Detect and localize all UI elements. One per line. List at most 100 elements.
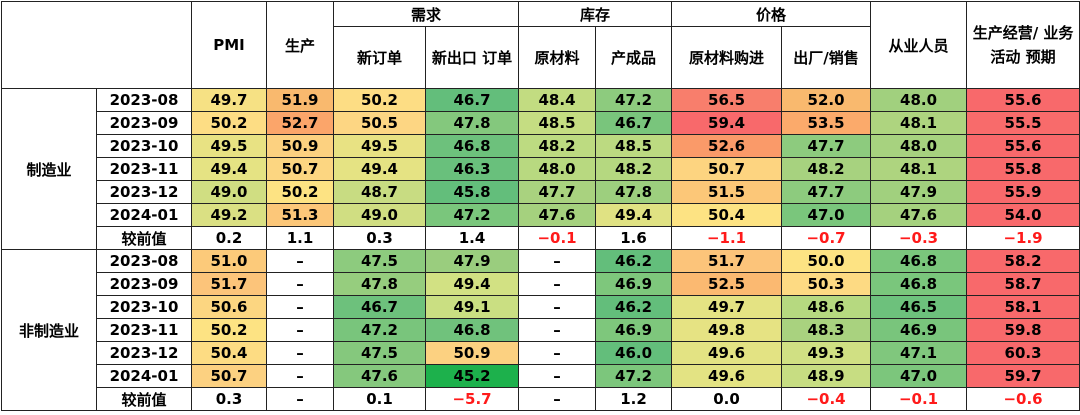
value-cell: 49.5 (191, 134, 267, 158)
value-cell: 50.2 (191, 318, 267, 342)
value-cell: 47.6 (518, 203, 597, 227)
value-cell: 50.0 (781, 249, 872, 273)
value-cell: 47.2 (595, 364, 673, 388)
row-date: 2023-12 (96, 341, 192, 365)
value-cell: 47.2 (333, 318, 426, 342)
value-cell: 47.7 (781, 134, 872, 158)
value-cell: 51.9 (266, 88, 334, 112)
value-cell: 59.7 (966, 364, 1080, 388)
value-cell: 58.7 (966, 272, 1080, 296)
value-cell: 46.7 (333, 295, 426, 319)
value-cell: 48.2 (781, 157, 872, 181)
value-cell: 46.8 (424, 134, 520, 158)
value-cell: 47.8 (333, 272, 426, 296)
value-cell: – (266, 249, 334, 273)
value-cell: 58.2 (966, 249, 1080, 273)
table-row: 2024-01 50.7–47.6 45.2–47.2 49.6 48.9 47.0 59.… (2, 364, 1080, 388)
value-cell: 47.9 (870, 180, 968, 204)
value-cell: 50.2 (266, 180, 334, 204)
change-cell: 1.2 (595, 387, 673, 411)
value-cell: – (518, 249, 597, 273)
value-cell: 47.6 (870, 203, 968, 227)
header-expectation: 生产经营/ 业务活动 预期 (966, 1, 1080, 89)
value-cell: – (266, 341, 334, 365)
value-cell: 51.3 (266, 203, 334, 227)
row-date: 2023-09 (96, 272, 192, 296)
row-date: 2023-12 (96, 180, 192, 204)
change-cell: 0.1 (333, 387, 426, 411)
value-cell: 49.0 (333, 203, 426, 227)
value-cell: 45.2 (424, 364, 520, 388)
value-cell: 48.3 (781, 318, 872, 342)
section-label: 非制造业 (1, 249, 97, 411)
table-row: 2023-12 50.4–47.5 50.9–46.0 49.6 49.3 47.1 60.… (2, 341, 1080, 365)
value-cell: 58.1 (966, 295, 1080, 319)
row-date: 2023-08 (96, 249, 192, 273)
header-group-price: 价格 (671, 1, 872, 27)
value-cell: 48.6 (781, 295, 872, 319)
value-cell: 55.5 (966, 111, 1080, 135)
row-date: 2023-10 (96, 295, 192, 319)
header-new-orders: 新订单 (333, 26, 426, 89)
value-cell: – (518, 318, 597, 342)
value-cell: – (518, 295, 597, 319)
header-row-groups: PMI 生产 需求 库存 价格 从业人员 生产经营/ 业务活动 预期 (1, 1, 1080, 89)
change-cell: −0.7 (781, 226, 872, 250)
table-row: 非制造业 2023-08 51.0–47.5 47.9–46.2 51.7 50.0 46.… (1, 249, 1080, 411)
value-cell: 46.7 (595, 111, 673, 135)
change-cell: 0.3 (333, 226, 426, 250)
value-cell: 50.7 (266, 157, 334, 181)
value-cell: 48.5 (518, 111, 597, 135)
header-production: 生产 (266, 1, 334, 89)
value-cell: 55.8 (966, 157, 1080, 181)
value-cell: 47.1 (870, 341, 968, 365)
change-cell: 1.1 (266, 226, 334, 250)
value-cell: 59.4 (671, 111, 783, 135)
value-cell: 49.3 (781, 341, 872, 365)
row-date: 2023-08 (96, 88, 192, 112)
value-cell: 51.7 (191, 272, 267, 296)
value-cell: 49.4 (191, 157, 267, 181)
value-cell: 48.9 (781, 364, 872, 388)
table-row: 2023-12 49.0 50.2 48.7 45.8 47.7 47.8 51.5 47.7 4… (2, 180, 1080, 204)
value-cell: 55.6 (966, 88, 1080, 112)
value-cell: 46.5 (870, 295, 968, 319)
header-group-inventory: 库存 (518, 1, 673, 27)
value-cell: 49.2 (191, 203, 267, 227)
value-cell: – (266, 295, 334, 319)
value-cell: 49.8 (671, 318, 783, 342)
value-cell: 50.4 (191, 341, 267, 365)
value-cell: 46.8 (870, 249, 968, 273)
header-corner (1, 1, 192, 89)
value-cell: 49.7 (191, 88, 267, 112)
value-cell: 46.3 (424, 157, 520, 181)
change-cell: −0.1 (870, 387, 968, 411)
value-cell: 46.2 (595, 295, 673, 319)
value-cell: 47.8 (595, 180, 673, 204)
table-row: 2023-09 50.2 52.7 50.5 47.8 48.5 46.7 59.4 53.5 4… (2, 111, 1080, 135)
value-cell: 47.8 (424, 111, 520, 135)
value-cell: 52.6 (671, 134, 783, 158)
value-cell: 46.8 (870, 272, 968, 296)
value-cell: 59.8 (966, 318, 1080, 342)
value-cell: 49.4 (595, 203, 673, 227)
change-cell: −0.4 (781, 387, 872, 411)
value-cell: 48.7 (333, 180, 426, 204)
value-cell: 51.7 (671, 249, 783, 273)
value-cell: 47.5 (333, 249, 426, 273)
row-date: 2024-01 (96, 203, 192, 227)
table-row: 2023-10 50.6–46.7 49.1–46.2 49.7 48.6 46.5 58.… (2, 295, 1080, 319)
value-cell: 54.0 (966, 203, 1080, 227)
value-cell: – (266, 318, 334, 342)
table-row: 2023-10 49.5 50.9 49.5 46.8 48.2 48.5 52.6 47.7 4… (2, 134, 1080, 158)
value-cell: 45.8 (424, 180, 520, 204)
change-cell: – (266, 387, 334, 411)
section-label: 制造业 (1, 88, 97, 250)
table-row: 2023-09 51.7–47.8 49.4–46.9 52.5 50.3 46.8 58.… (2, 272, 1080, 296)
change-cell: −5.7 (424, 387, 520, 411)
header-employment: 从业人员 (870, 1, 968, 89)
value-cell: 46.9 (595, 318, 673, 342)
value-cell: – (518, 272, 597, 296)
change-row: 较前值 0.2 1.1 0.3 1.4 −0.1 1.6 −1.1 −0.7 −0.3 −1.9 (2, 226, 1080, 250)
